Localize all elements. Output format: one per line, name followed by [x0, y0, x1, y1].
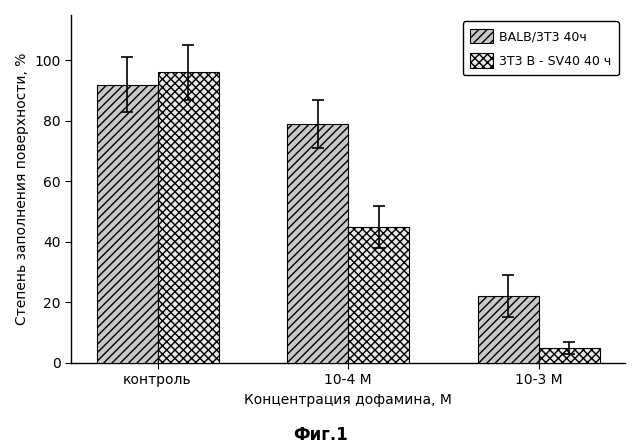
Bar [348, 227, 409, 363]
Legend: BALB/3T3 40ч, 3T3 B - SV40 40 ч: BALB/3T3 40ч, 3T3 B - SV40 40 ч [463, 21, 619, 75]
Bar [287, 124, 348, 363]
Bar [478, 296, 539, 363]
Y-axis label: Степень заполнения поверхности, %: Степень заполнения поверхности, % [15, 53, 29, 325]
X-axis label: Концентрация дофамина, М: Концентрация дофамина, М [244, 393, 452, 407]
Bar [157, 72, 218, 363]
Text: Фиг.1: Фиг.1 [292, 425, 348, 444]
Bar [539, 348, 600, 363]
Bar [97, 84, 157, 363]
